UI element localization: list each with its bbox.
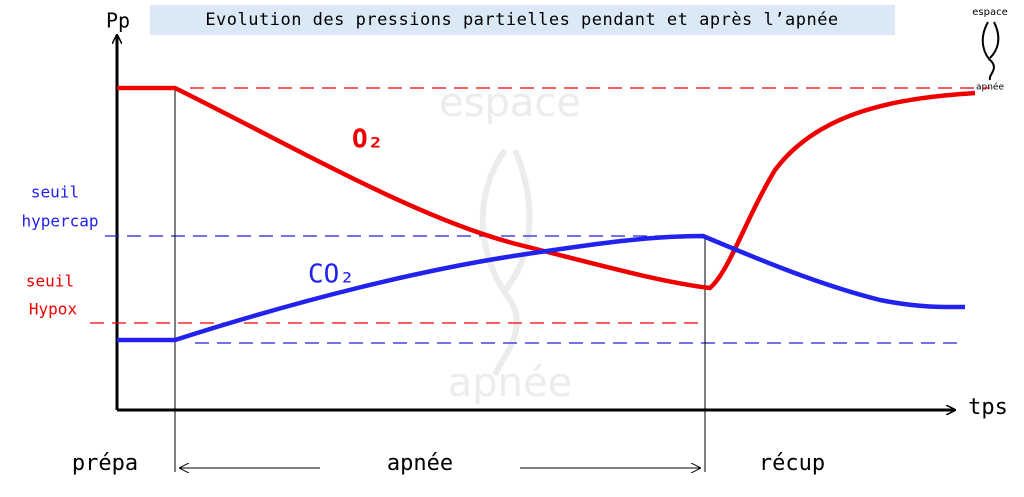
o2-label: O₂ bbox=[352, 125, 383, 155]
y-axis-label: Pp bbox=[106, 9, 130, 33]
title-box bbox=[150, 5, 895, 35]
watermark-top: espace bbox=[439, 80, 581, 126]
logo-figure bbox=[981, 21, 1000, 81]
watermark-figure bbox=[479, 148, 533, 377]
hypercap-label: hypercap bbox=[21, 212, 98, 231]
hypox-label: seuil bbox=[26, 272, 74, 291]
o2-curve bbox=[117, 85, 976, 291]
watermark-bottom: apnée bbox=[448, 360, 572, 406]
hypercap-label: seuil bbox=[31, 183, 79, 202]
logo-bottom: apnée bbox=[976, 82, 1004, 93]
co2-label: CO₂ bbox=[308, 260, 355, 290]
hypox-label: Hypox bbox=[29, 300, 78, 319]
logo-top: espace bbox=[972, 7, 1008, 18]
phase-label: récup bbox=[759, 451, 825, 476]
phase-label: apnée bbox=[387, 451, 453, 476]
phase-label: prépa bbox=[72, 451, 138, 476]
title: Evolution des pressions partielles penda… bbox=[205, 10, 838, 30]
co2-curve bbox=[117, 233, 966, 343]
x-axis-label: tps bbox=[968, 395, 1008, 420]
